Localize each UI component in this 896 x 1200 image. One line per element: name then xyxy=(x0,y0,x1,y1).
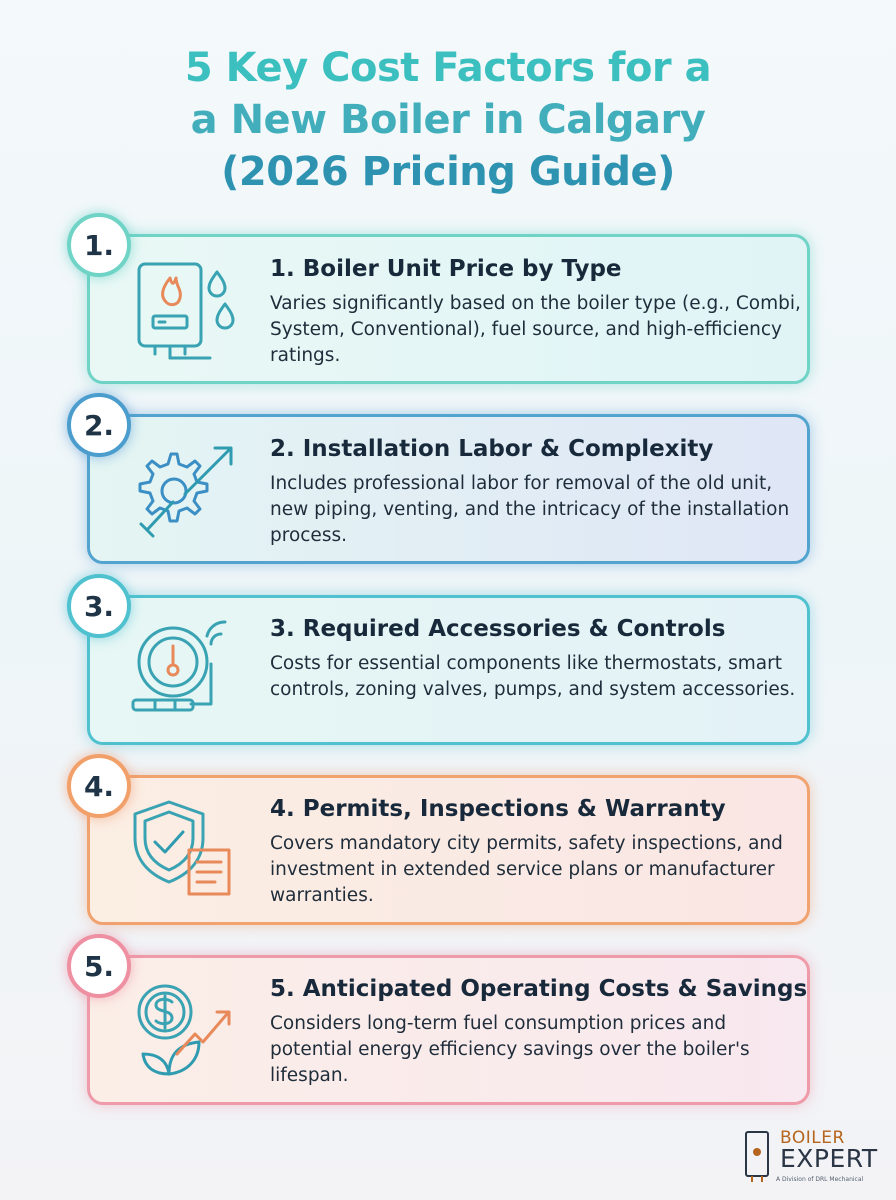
gear-wrench-icon xyxy=(125,434,245,544)
title-line-3: (2026 Pricing Guide) xyxy=(221,149,675,195)
factor-description-4: Covers mandatory city permits, safety in… xyxy=(270,833,783,906)
dollar-growth-icon xyxy=(125,974,245,1084)
factor-description-3: Costs for essential components like ther… xyxy=(270,653,796,700)
logo-word-boiler: BOILER xyxy=(780,1128,845,1148)
page-title: 5 Key Cost Factors for a a New Boiler in… xyxy=(0,42,896,198)
factor-description-1: Varies significantly based on the boiler… xyxy=(270,293,801,366)
factor-badge-3: 3. xyxy=(67,574,131,638)
title-line-2: a New Boiler in Calgary xyxy=(190,97,706,143)
boiler-expert-logo: BOILER EXPERT A Division of DRL Mechanic… xyxy=(742,1124,882,1194)
factor-title-1: 1. Boiler Unit Price by Type xyxy=(270,256,622,282)
factor-description-5: Considers long-term fuel consumption pri… xyxy=(270,1013,750,1086)
factor-title-4: 4. Permits, Inspections & Warranty xyxy=(270,796,726,822)
logo-tagline: A Division of DRL Mechanical xyxy=(776,1176,864,1183)
boiler-icon xyxy=(125,254,245,364)
factor-badge-4: 4. xyxy=(67,754,131,818)
thermostat-icon xyxy=(125,614,245,724)
logo-word-expert: EXPERT xyxy=(780,1144,878,1173)
title-line-1: 5 Key Cost Factors for a xyxy=(184,45,712,91)
factor-badge-2: 2. xyxy=(67,393,131,457)
factor-title-5: 5. Anticipated Operating Costs & Savings xyxy=(270,976,808,1002)
shield-check-icon xyxy=(125,794,245,904)
factor-card-5 xyxy=(87,955,810,1105)
factor-title-3: 3. Required Accessories & Controls xyxy=(270,616,726,642)
boiler-logo-icon xyxy=(745,1131,769,1182)
factor-badge-5: 5. xyxy=(67,934,131,998)
factor-title-2: 2. Installation Labor & Complexity xyxy=(270,436,714,462)
factor-description-2: Includes professional labor for removal … xyxy=(270,473,790,546)
factor-badge-1: 1. xyxy=(67,213,131,277)
